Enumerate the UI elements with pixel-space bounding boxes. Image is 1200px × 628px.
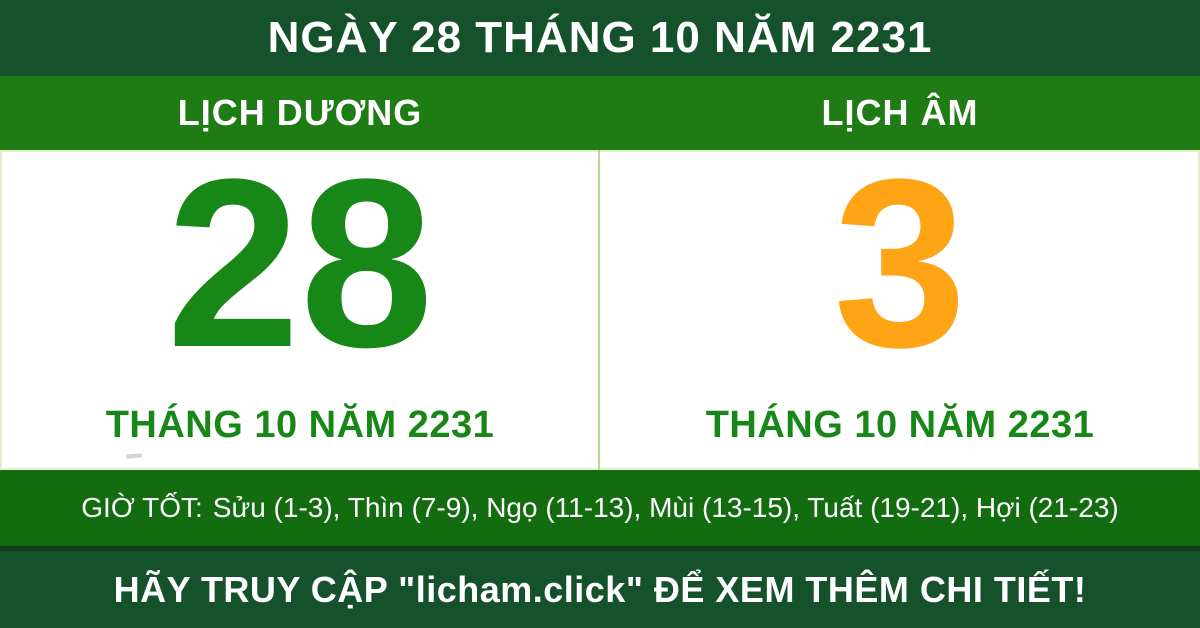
good-hours-label: GIỜ TỐT: — [81, 492, 203, 523]
panel-divider — [598, 150, 600, 470]
solar-day-number: 28 — [166, 129, 434, 397]
lunar-header-label: LỊCH ÂM — [821, 92, 979, 133]
solar-month-year: THÁNG 10 NĂM 2231 — [106, 380, 495, 470]
solar-header-cell: LỊCH DƯƠNG — [0, 76, 600, 150]
page-title: NGÀY 28 THÁNG 10 NĂM 2231 — [267, 13, 933, 62]
solar-day-box: 28 — [166, 129, 434, 397]
solar-month-year-label: THÁNG 10 NĂM 2231 — [105, 403, 495, 446]
solar-header-label: LỊCH DƯƠNG — [177, 92, 423, 133]
lunar-panel: 3 THÁNG 10 NĂM 2231 — [600, 143, 1200, 470]
calendar-body: 28 THÁNG 10 NĂM 2231 3 THÁNG 10 NĂM 2231 — [0, 143, 1200, 470]
lunar-month-year-label: THÁNG 10 NĂM 2231 — [705, 403, 1095, 446]
solar-panel: 28 THÁNG 10 NĂM 2231 — [0, 143, 600, 470]
footer-banner: HÃY TRUY CẬP "licham.click" ĐỂ XEM THÊM … — [0, 546, 1200, 628]
lunar-day-number: 3 — [833, 129, 967, 397]
good-hours-list: Sửu (1-3), Thìn (7-9), Ngọ (11-13), Mùi … — [212, 492, 1119, 523]
footer-message: HÃY TRUY CẬP "licham.click" ĐỂ XEM THÊM … — [113, 568, 1087, 610]
lunar-header-cell: LỊCH ÂM — [600, 76, 1200, 150]
lunar-month-year: THÁNG 10 NĂM 2231 — [706, 380, 1095, 470]
lunar-day-box: 3 — [833, 129, 967, 397]
calendar-header-row: LỊCH DƯƠNG LỊCH ÂM — [0, 76, 1200, 150]
date-banner: NGÀY 28 THÁNG 10 NĂM 2231 — [0, 0, 1200, 76]
good-hours-bar: GIỜ TỐT: Sửu (1-3), Thìn (7-9), Ngọ (11-1… — [0, 470, 1200, 546]
